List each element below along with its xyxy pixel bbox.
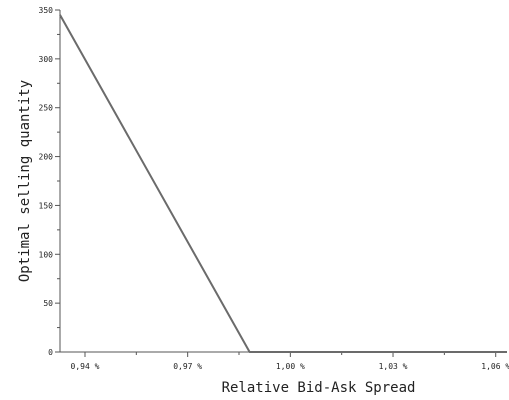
y-tick-label: 0	[48, 348, 53, 357]
series-line	[59, 14, 507, 353]
y-axis-title: Optimal selling quantity	[17, 80, 33, 282]
x-tick-label: 1,00 %	[276, 362, 305, 371]
x-tick-label: 1,03 %	[379, 362, 408, 371]
x-axis-title: Relative Bid-Ask Spread	[222, 380, 416, 396]
x-tick-label: 0,97 %	[173, 362, 202, 371]
y-tick-label: 200	[39, 153, 54, 162]
y-tick-label: 250	[39, 104, 54, 113]
x-axis-ticks: 0,94 % 0,97 % 1,00 % 1,03 % 1,06 %	[71, 352, 509, 371]
x-tick-label: 1,06 %	[481, 362, 509, 371]
y-tick-label: 300	[39, 55, 54, 64]
x-tick-label: 0,94 %	[71, 362, 100, 371]
series-layer	[59, 14, 507, 353]
y-tick-label: 150	[39, 201, 54, 210]
y-axis-ticks: 0 50 100 150 200 250 300 350	[39, 6, 60, 357]
y-tick-label: 350	[39, 6, 54, 15]
y-tick-label: 100	[39, 250, 54, 259]
y-tick-label: 50	[43, 299, 53, 308]
